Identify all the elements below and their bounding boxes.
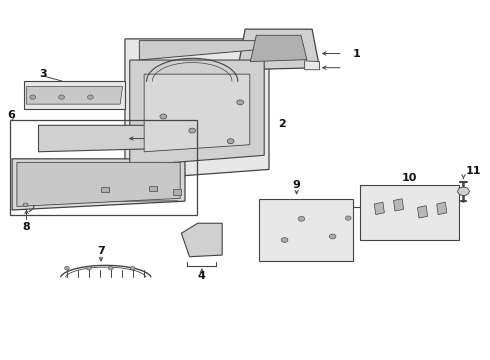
Bar (101, 187, 109, 192)
Text: 3: 3 (40, 69, 47, 79)
Polygon shape (417, 206, 428, 218)
Text: 10: 10 (402, 173, 417, 183)
Text: 8: 8 (23, 221, 30, 231)
Polygon shape (250, 35, 307, 62)
Polygon shape (130, 60, 264, 166)
Text: 2: 2 (279, 118, 286, 129)
Polygon shape (17, 162, 180, 207)
Circle shape (65, 266, 70, 270)
Polygon shape (181, 223, 222, 257)
Polygon shape (374, 202, 384, 215)
Polygon shape (139, 41, 259, 60)
Polygon shape (144, 74, 250, 152)
Text: 9: 9 (293, 180, 300, 190)
Polygon shape (12, 159, 185, 210)
Circle shape (86, 266, 91, 270)
Text: 5: 5 (164, 134, 172, 144)
FancyBboxPatch shape (24, 81, 125, 109)
Text: 6: 6 (7, 110, 15, 120)
Text: 1: 1 (352, 49, 360, 59)
Circle shape (30, 95, 36, 99)
Circle shape (237, 100, 244, 105)
Circle shape (189, 128, 196, 133)
Circle shape (298, 216, 305, 221)
Circle shape (227, 139, 234, 144)
Bar (173, 189, 181, 195)
FancyBboxPatch shape (259, 199, 353, 261)
FancyBboxPatch shape (360, 185, 459, 240)
Polygon shape (238, 29, 319, 70)
Circle shape (88, 95, 93, 99)
Circle shape (130, 266, 135, 270)
Circle shape (160, 114, 167, 119)
Polygon shape (437, 202, 447, 215)
Circle shape (329, 234, 336, 239)
Text: 11: 11 (466, 166, 481, 176)
Circle shape (108, 266, 113, 270)
Circle shape (59, 95, 65, 99)
Polygon shape (305, 61, 319, 70)
Polygon shape (39, 125, 173, 152)
Circle shape (23, 203, 28, 207)
Circle shape (458, 187, 469, 195)
Circle shape (345, 216, 351, 220)
Text: 4: 4 (198, 271, 206, 281)
Bar (149, 186, 157, 191)
Circle shape (281, 238, 288, 242)
Text: 7: 7 (97, 246, 105, 256)
Polygon shape (125, 39, 269, 180)
Polygon shape (393, 199, 404, 211)
Polygon shape (26, 86, 122, 104)
